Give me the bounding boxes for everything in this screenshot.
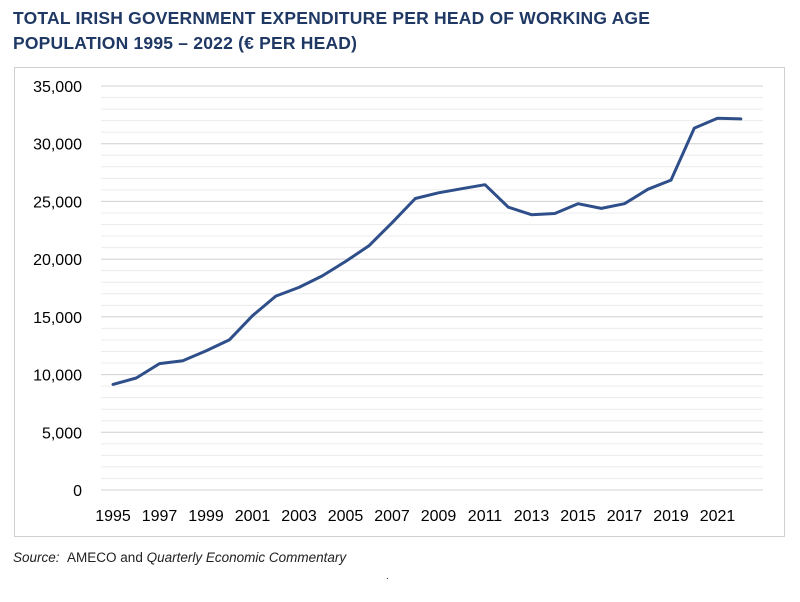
- x-tick-label: 2013: [514, 508, 550, 525]
- y-tick-label: 0: [73, 483, 82, 500]
- y-tick-label: 30,000: [33, 137, 82, 154]
- x-tick-label: 2021: [700, 508, 736, 525]
- y-tick-label: 10,000: [33, 368, 82, 385]
- x-tick-label: 2011: [468, 508, 503, 525]
- chart-area: 0 5,000 10,000 15,000 20,000 25,000 30,000 35,0…: [14, 67, 785, 537]
- chart-title-line-2: POPULATION 1995 – 2022 (€ PER HEAD): [13, 33, 358, 53]
- x-tick-label: 2009: [421, 508, 457, 525]
- y-tick-label: 5,000: [42, 425, 82, 442]
- source-label: Source:: [13, 550, 60, 565]
- x-tick-label: 2007: [374, 508, 410, 525]
- x-tick-label: 2001: [235, 508, 271, 525]
- source-publication: Quarterly Economic Commentary: [146, 550, 347, 565]
- y-tick-label: 20,000: [33, 252, 82, 269]
- y-tick-label: 15,000: [33, 310, 82, 327]
- x-tick-label: 2003: [281, 508, 317, 525]
- source-text: AMECO and: [67, 550, 147, 565]
- y-tick-label: 35,000: [33, 79, 82, 96]
- chart-title-line-1: TOTAL IRISH GOVERNMENT EXPENDITURE PER H…: [13, 8, 651, 28]
- source-note: Source: AMECO and Quarterly Economic Com…: [13, 550, 346, 565]
- x-tick-label: 2019: [653, 508, 689, 525]
- x-tick-label: 2015: [560, 508, 596, 525]
- x-tick-label: 1999: [188, 508, 224, 525]
- x-tick-label: 1997: [142, 508, 178, 525]
- series-line: [111, 116, 743, 386]
- x-tick-label: 2017: [607, 508, 643, 525]
- y-tick-label: 25,000: [33, 194, 82, 211]
- footer-mark: .: [386, 571, 389, 582]
- chart-title: TOTAL IRISH GOVERNMENT EXPENDITURE PER H…: [13, 6, 793, 56]
- x-tick-label: 1995: [95, 508, 131, 525]
- x-tick-label: 2005: [328, 508, 364, 525]
- line-chart: 0 5,000 10,000 15,000 20,000 25,000 30,000 35,0…: [33, 79, 763, 525]
